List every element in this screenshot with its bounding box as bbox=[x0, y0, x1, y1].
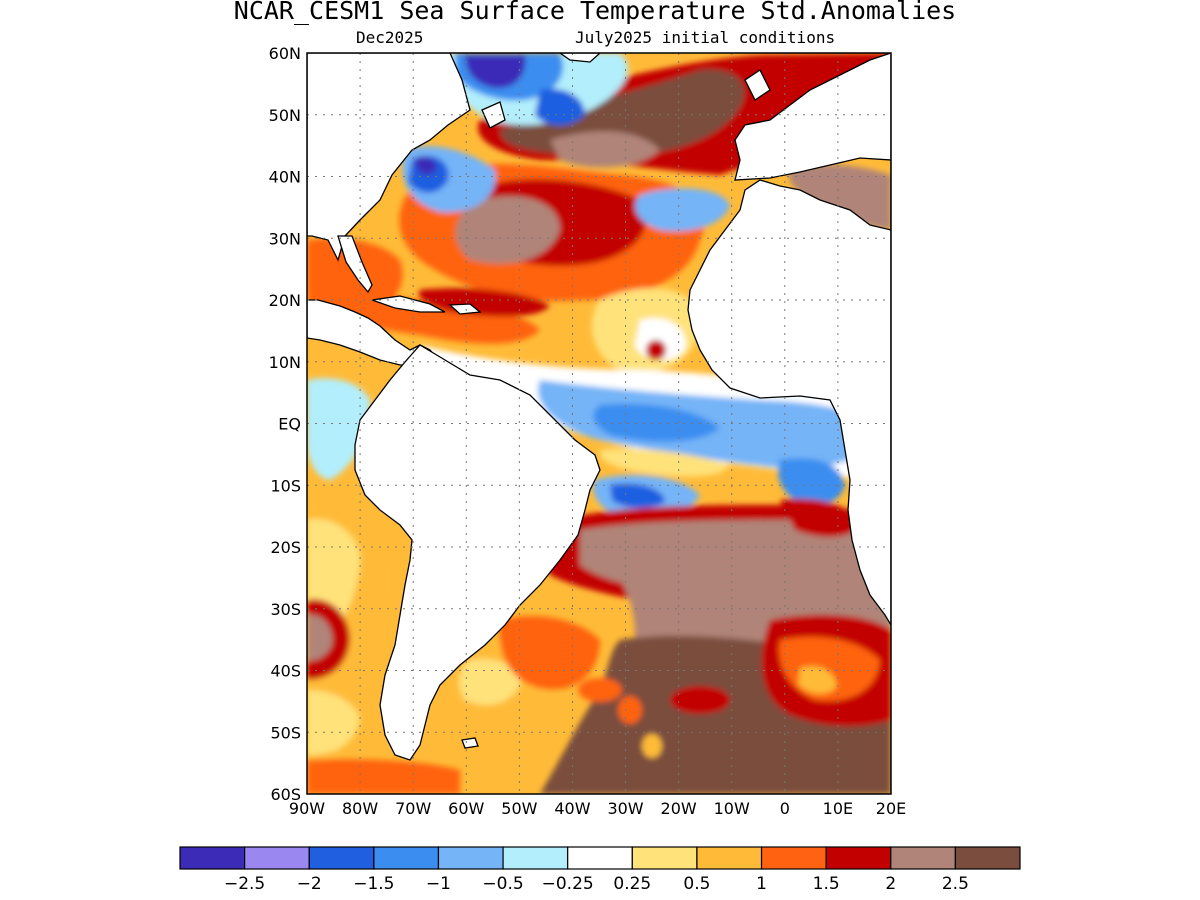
latitude-tick-label: 10N bbox=[269, 353, 301, 372]
longitude-tick-label: 60W bbox=[448, 799, 484, 818]
colorbar-swatch bbox=[825, 846, 892, 870]
longitude-tick-label: 30W bbox=[607, 799, 643, 818]
latitude-labels: 60N 50N 40N 30N 20N 10N EQ 10S 20S 30S 40S 50S 60S bbox=[269, 44, 301, 804]
forecast-month: Dec2025 bbox=[356, 28, 424, 47]
colorbar-labels: −2.5 −2 −1.5 −1 −0.5 −0.25 0.25 0.5 1 1.5 2 2.5 bbox=[224, 874, 969, 894]
latitude-tick-label: 50S bbox=[270, 723, 301, 742]
colorbar-tick-label: 1.5 bbox=[813, 874, 840, 894]
colorbar-tick-label: 0.5 bbox=[683, 874, 710, 894]
anomaly-field bbox=[307, 53, 891, 794]
latitude-tick-label: 10S bbox=[270, 476, 301, 495]
map-title: NCAR_CESM1 Sea Surface Temperature Std.A… bbox=[233, 0, 957, 25]
colorbar-swatch bbox=[244, 846, 310, 870]
longitude-labels: 90W 80W 70W 60W 50W 40W 30W 20W 10W 0 10E 20E bbox=[289, 799, 906, 818]
latitude-tick-label: 40N bbox=[269, 168, 301, 187]
longitude-tick-label: 80W bbox=[342, 799, 378, 818]
longitude-tick-label: 50W bbox=[501, 799, 537, 818]
latitude-tick-label: 60N bbox=[269, 44, 301, 63]
latitude-tick-label: 20N bbox=[269, 291, 301, 310]
colorbar-swatch bbox=[502, 846, 569, 870]
colorbar-swatch bbox=[179, 846, 246, 870]
colorbar-swatch bbox=[760, 846, 827, 870]
colorbar-swatch bbox=[437, 846, 504, 870]
colorbar-tick-label: −1 bbox=[426, 874, 451, 894]
colorbar-swatch bbox=[308, 846, 375, 870]
initial-conditions: July2025 initial conditions bbox=[575, 28, 836, 47]
latitude-tick-label: EQ bbox=[278, 415, 301, 434]
colorbar-swatch bbox=[696, 846, 763, 870]
colorbar-tick-label: 0.25 bbox=[613, 874, 651, 894]
colorbar-tick-label: −2.5 bbox=[224, 874, 265, 894]
colorbar-tick-label: 2.5 bbox=[942, 874, 969, 894]
colorbar-tick-label: −0.5 bbox=[482, 874, 523, 894]
longitude-tick-label: 0 bbox=[780, 799, 790, 818]
colorbar-swatch bbox=[954, 846, 1021, 870]
colorbar-tick-label: 2 bbox=[885, 874, 896, 894]
colorbar-tick-label: −1.5 bbox=[353, 874, 394, 894]
longitude-tick-label: 90W bbox=[289, 799, 325, 818]
colorbar-swatch bbox=[890, 846, 956, 870]
colorbar bbox=[179, 846, 1021, 870]
colorbar-swatch bbox=[567, 846, 633, 870]
latitude-tick-label: 40S bbox=[270, 662, 301, 681]
longitude-tick-label: 70W bbox=[395, 799, 431, 818]
latitude-tick-label: 60S bbox=[270, 785, 301, 804]
longitude-tick-label: 20W bbox=[661, 799, 697, 818]
longitude-tick-label: 20E bbox=[876, 799, 906, 818]
latitude-tick-label: 20S bbox=[270, 538, 301, 557]
longitude-tick-label: 10W bbox=[714, 799, 750, 818]
colorbar-tick-label: −0.25 bbox=[542, 874, 594, 894]
colorbar-tick-label: −2 bbox=[297, 874, 322, 894]
longitude-tick-label: 40W bbox=[554, 799, 590, 818]
longitude-tick-label: 10E bbox=[823, 799, 853, 818]
colorbar-tick-label: 1 bbox=[756, 874, 767, 894]
latitude-tick-label: 30S bbox=[270, 600, 301, 619]
map-frame bbox=[306, 52, 892, 795]
map-grid bbox=[307, 53, 891, 794]
colorbar-swatch bbox=[631, 846, 698, 870]
latitude-tick-label: 50N bbox=[269, 106, 301, 125]
latitude-tick-label: 30N bbox=[269, 229, 301, 248]
colorbar-swatch bbox=[373, 846, 440, 870]
